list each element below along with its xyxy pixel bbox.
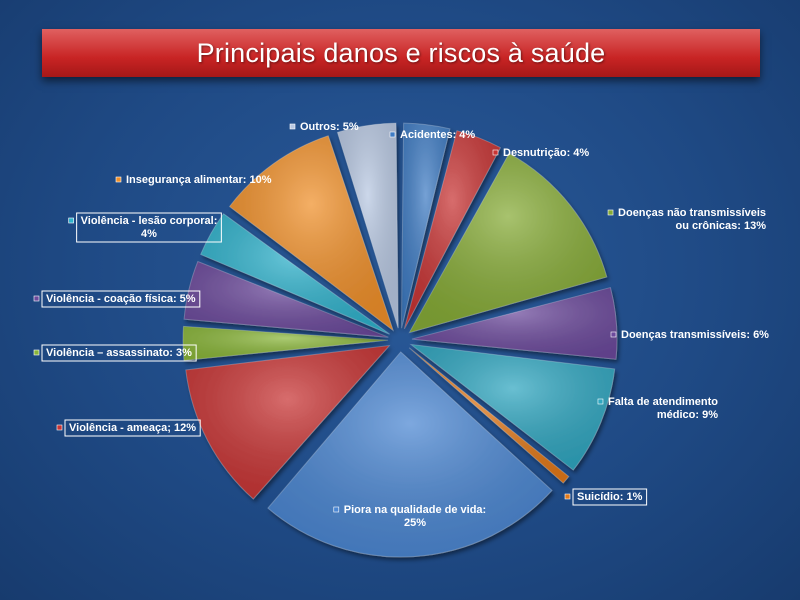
pie-slice (183, 260, 389, 338)
legend-marker (33, 349, 40, 356)
legend-marker (564, 493, 571, 500)
slice-label: Suicídio: 1% (564, 488, 648, 506)
legend-marker (56, 424, 63, 431)
chart-title-text: Principais danos e riscos à saúde (196, 37, 606, 68)
pie-slice (267, 351, 553, 558)
pie-slice (411, 286, 618, 360)
svg-text:Acidentes: 4%: Acidentes: 4% (400, 129, 475, 141)
pie-slice (200, 213, 390, 335)
legend-marker (68, 217, 74, 224)
svg-text:Violência - ameaça; 12%: Violência - ameaça; 12% (69, 422, 196, 434)
legend-marker (492, 149, 499, 156)
legend-marker (610, 331, 617, 338)
slice-label: Outros: 5% (289, 121, 359, 133)
slice-label: Doenças não transmissíveis ou crônicas: 1… (607, 207, 766, 232)
svg-text:Desnutrição: 4%: Desnutrição: 4% (503, 147, 589, 159)
svg-text:Insegurança alimentar: 10%: Insegurança alimentar: 10% (126, 174, 272, 186)
chart-title: Principais danos e riscos à saúde (42, 29, 760, 77)
slice-label: Piora na qualidade de vida: 25% (333, 504, 486, 529)
slice-label: Desnutrição: 4% (492, 147, 589, 159)
svg-text:Outros: 5%: Outros: 5% (300, 121, 359, 133)
legend-marker (389, 131, 396, 138)
pie-slice (228, 135, 394, 332)
slice-label: Falta de atendimento médico: 9% (597, 396, 718, 421)
pie-slice (185, 344, 391, 500)
slice-label: Violência - lesão corporal: 4% (68, 212, 222, 243)
legend-marker (115, 176, 122, 183)
pie-slice (336, 122, 399, 329)
slice-label: Doenças transmissíveis: 6% (610, 329, 769, 341)
pie-slice (409, 343, 616, 471)
svg-text:Doenças transmissíveis: 6%: Doenças transmissíveis: 6% (621, 329, 769, 341)
svg-text:Suicídio: 1%: Suicídio: 1% (577, 491, 643, 503)
svg-text:Violência - coação física: 5%: Violência - coação física: 5% (46, 293, 196, 305)
slice-label: Violência - ameaça; 12% (56, 419, 201, 437)
svg-text:Violência - lesão corporal:4%: Violência - lesão corporal: 4% (81, 215, 218, 240)
slice-label: Violência - coação física: 5% (33, 290, 201, 308)
pie-slice (400, 122, 451, 329)
slice-label: Violência – assassinato: 3% (33, 344, 197, 362)
legend-marker (289, 123, 296, 130)
pie-slice (408, 347, 570, 484)
legend-marker (33, 295, 40, 302)
legend-marker (333, 506, 340, 513)
slice-label: Insegurança alimentar: 10% (115, 174, 272, 186)
pie-slice (182, 325, 389, 361)
svg-text:Violência – assassinato: 3%: Violência – assassinato: 3% (46, 347, 192, 359)
svg-text:Piora na qualidade de vida:25%: Piora na qualidade de vida: 25% (344, 504, 486, 529)
legend-marker (607, 209, 614, 216)
legend-marker (597, 398, 604, 405)
pie-slice (408, 152, 608, 334)
slice-label: Acidentes: 4% (389, 129, 475, 141)
pie-slice (403, 130, 502, 330)
